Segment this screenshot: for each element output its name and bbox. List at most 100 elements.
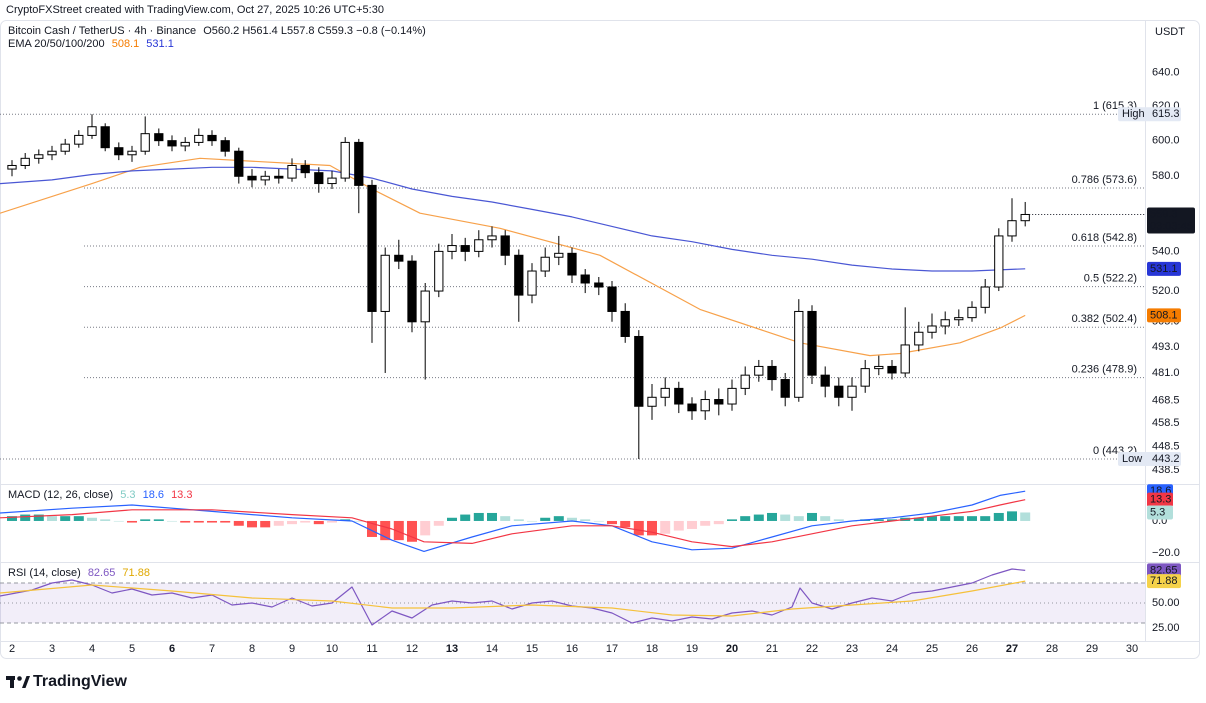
candle-body <box>327 177 337 185</box>
y-tick-label: 468.5 <box>1152 395 1180 407</box>
y-tick-label: 640.0 <box>1152 67 1180 79</box>
x-tick-label: 21 <box>766 643 778 655</box>
macd-hist-bar <box>7 516 17 521</box>
x-tick-label: 15 <box>526 643 538 655</box>
low-badge-bg <box>1118 451 1181 466</box>
x-tick-label: 7 <box>209 643 215 655</box>
y-tick-label: 600.0 <box>1152 135 1180 147</box>
candle-body <box>354 141 364 186</box>
macd-hist-bar <box>140 519 151 521</box>
y-tick-label: 50.00 <box>1152 597 1180 609</box>
candle-body <box>1020 213 1030 222</box>
ohlc: O560.2 H561.4 L557.8 C559.3 −0.8 (−0.14%… <box>203 25 426 37</box>
candle-body <box>647 396 657 407</box>
fib-label: 0.786 (573.6) <box>1072 174 1137 186</box>
x-tick-label: 4 <box>89 643 95 655</box>
macd-hist-bar <box>967 516 977 521</box>
macd-hist-bar <box>180 520 191 523</box>
candle-body <box>460 245 470 252</box>
candle-body <box>767 365 777 381</box>
macd-hist-bar <box>407 520 417 542</box>
macd-hist-bar <box>780 514 791 521</box>
candle-body <box>1007 220 1017 237</box>
ema-line <box>0 157 1026 357</box>
macd-hist-bar <box>260 520 271 528</box>
candle-body <box>34 154 44 159</box>
candle-body <box>994 235 1004 288</box>
x-tick-label: 11 <box>366 643 377 655</box>
fib-label: 0.382 (502.4) <box>1072 313 1137 325</box>
last-price: 559.3 <box>1150 208 1178 220</box>
y-tick-label: 438.5 <box>1152 464 1180 476</box>
y-tick-label: −20.0 <box>1152 547 1180 559</box>
macd-hist-bar <box>513 519 524 521</box>
macd-hist-bar <box>647 520 657 536</box>
x-tick-label: 16 <box>566 643 578 655</box>
ema-badge: 508.1 <box>1150 309 1178 321</box>
macd-hist-bar <box>740 516 751 521</box>
candle-body <box>634 335 644 407</box>
x-tick-label: 25 <box>926 643 938 655</box>
macd-hist-bar <box>820 516 831 521</box>
candle-body <box>834 385 844 398</box>
macd-hist-bar <box>580 519 591 521</box>
fib-label: 0.618 (542.8) <box>1072 232 1137 244</box>
macd-hist-bar <box>47 516 57 521</box>
macd-hist-bar <box>713 520 724 525</box>
rsi-badge: 71.88 <box>1150 575 1178 587</box>
low-value: 443.2 <box>1152 453 1180 465</box>
signal-badge: 13.3 <box>1150 494 1171 506</box>
macd-hist-bar <box>833 519 844 521</box>
candle-body <box>567 252 577 276</box>
x-tick-label: 17 <box>606 643 618 655</box>
x-tick-label: 20 <box>726 643 738 655</box>
hist-badge-bg <box>1147 505 1173 520</box>
candle-body <box>114 147 124 156</box>
signal-value: 13.3 <box>171 489 192 501</box>
macd-hist-bar <box>233 520 244 526</box>
candle-body <box>340 141 350 179</box>
candle-body <box>394 254 404 262</box>
candle-body <box>900 344 910 374</box>
x-tick-label: 24 <box>886 643 898 655</box>
candle-body <box>914 331 924 346</box>
candle-body <box>194 134 204 143</box>
macd-hist-bar <box>673 520 684 531</box>
macd-hist-bar <box>287 520 297 525</box>
x-tick-label: 27 <box>1006 643 1018 655</box>
candle-body <box>154 133 164 142</box>
rsi-header: RSI (14, close) 82.65 71.88 <box>8 567 150 579</box>
macd-hist-bar <box>620 520 631 528</box>
x-tick-label: 5 <box>129 643 135 655</box>
x-tick-label: 3 <box>49 643 55 655</box>
x-tick-label: 9 <box>289 643 295 655</box>
candle-body <box>887 365 897 374</box>
macd-hist-bar <box>993 512 1004 521</box>
candle-body <box>220 140 230 152</box>
candle-body <box>314 172 324 185</box>
candle-body <box>20 157 30 166</box>
macd-hist-bar <box>327 520 337 523</box>
candle-body <box>660 387 670 398</box>
x-tick-label: 28 <box>1046 643 1058 655</box>
ema-label: EMA 20/50/100/200 <box>8 38 105 50</box>
macd-hist-bar <box>87 517 97 521</box>
fib-label: 0.5 (522.2) <box>1084 273 1137 285</box>
rsi-line <box>0 568 1026 626</box>
macd-hist-bar <box>593 520 604 522</box>
x-tick-label: 29 <box>1086 643 1098 655</box>
ema-value: 531.1 <box>146 38 174 50</box>
y-tick-label: 458.5 <box>1152 417 1180 429</box>
macd-hist-bar <box>100 519 111 521</box>
x-tick-label: 26 <box>966 643 978 655</box>
candle-body <box>367 184 377 312</box>
candle-body <box>607 286 617 312</box>
candle-body <box>727 387 737 405</box>
macd-hist-bar <box>527 520 537 522</box>
macd-hist-bar <box>567 517 577 521</box>
x-tick-label: 2 <box>9 643 15 655</box>
candle-body <box>820 374 830 387</box>
y-tick-label: 25.00 <box>1152 622 1180 634</box>
ema-badge-bg <box>1147 308 1181 323</box>
fib-label: 0.236 (478.9) <box>1072 363 1137 375</box>
